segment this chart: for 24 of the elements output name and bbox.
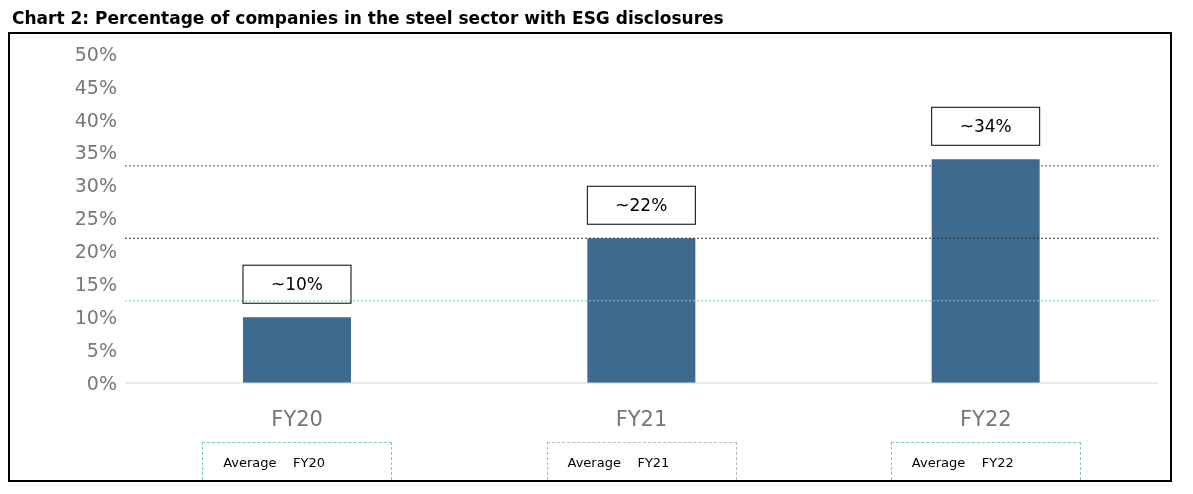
bar [587,238,696,383]
text: Average FY20 [202,442,393,480]
data-label: ~34% [959,116,1012,137]
bar [931,159,1040,383]
y-tick-label: 20% [74,240,117,263]
y-tick-label: 30% [74,174,117,197]
x-tick-label: FY21 [614,407,669,431]
y-tick-label: 5% [86,338,117,361]
y-tick-label: 50% [74,42,117,65]
y-tick-label: 0% [86,371,117,394]
y-tick-label: 10% [74,305,117,328]
x-tick-label: FY20 [270,407,324,431]
x-tick-label: FY22 [959,407,1013,431]
data-label: ~22% [615,195,668,216]
bar [243,317,351,383]
text: Average FY22 [890,442,1081,480]
text: Average FY21 [546,442,737,480]
y-tick-label: 15% [74,273,117,296]
y-tick-label: 35% [74,141,117,164]
chart-title: Chart 2: Percentage of companies in the steel sector with ESG disclosures [12,8,725,28]
data-label: ~10% [270,274,324,295]
y-tick-label: 25% [74,207,117,230]
y-tick-label: 45% [74,75,117,98]
y-tick-label: 40% [74,108,117,131]
